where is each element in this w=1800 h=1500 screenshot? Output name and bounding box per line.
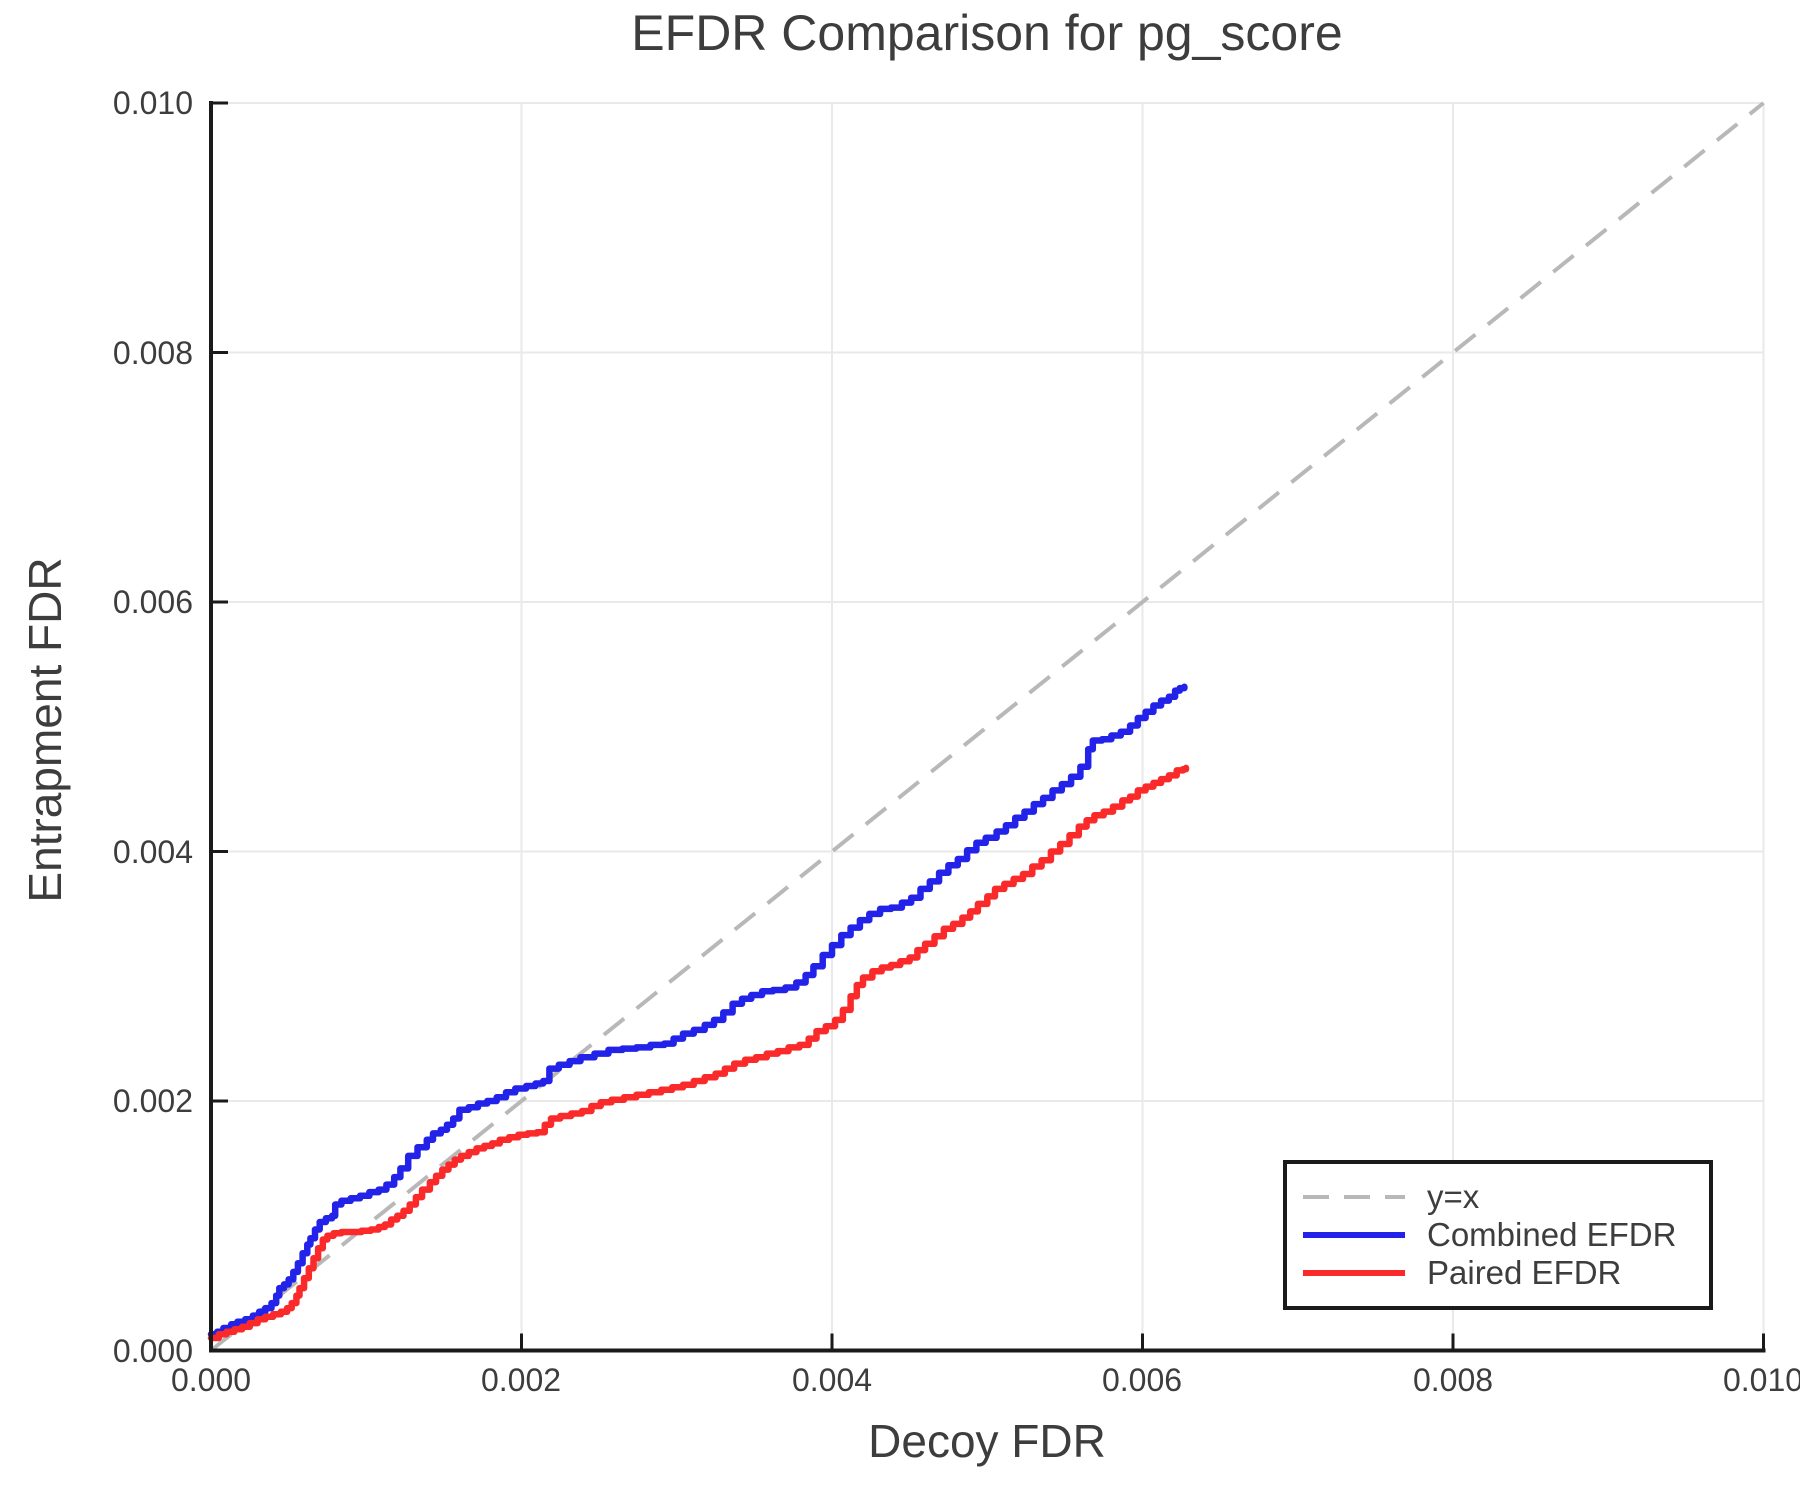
x-tick-label-2: 0.004: [791, 1362, 873, 1398]
legend-label-combined: Combined EFDR: [1427, 1216, 1677, 1253]
legend: y=x Combined EFDR Paired EFDR: [1283, 1160, 1713, 1310]
x-axis-label: Decoy FDR: [868, 1415, 1106, 1467]
legend-label-identity: y=x: [1427, 1178, 1480, 1215]
combined-line-sample-icon: [1303, 1232, 1405, 1238]
y-tick-label-5: 0.010: [112, 85, 193, 121]
paired-line-sample-icon: [1303, 1270, 1405, 1276]
identity-line-sample-icon: [1303, 1195, 1405, 1199]
x-tick-label-1: 0.002: [480, 1362, 562, 1398]
x-tick-label-3: 0.006: [1101, 1362, 1183, 1398]
x-tick-label-4: 0.008: [1412, 1362, 1494, 1398]
y-axis-label: Entrapment FDR: [19, 557, 71, 903]
legend-row-identity: y=x: [1301, 1178, 1709, 1216]
legend-label-paired: Paired EFDR: [1427, 1254, 1622, 1291]
legend-row-paired: Paired EFDR: [1301, 1254, 1709, 1292]
y-tick-label-3: 0.006: [112, 584, 193, 620]
x-tick-label-0: 0.000: [170, 1362, 252, 1398]
legend-row-combined: Combined EFDR: [1301, 1216, 1709, 1254]
y-tick-label-0: 0.000: [112, 1333, 193, 1369]
y-tick-label-2: 0.004: [112, 834, 193, 870]
y-tick-label-1: 0.002: [112, 1083, 193, 1119]
chart-title: EFDR Comparison for pg_score: [631, 5, 1343, 61]
x-tick-label-5: 0.010: [1722, 1362, 1800, 1398]
y-tick-label-4: 0.008: [112, 335, 193, 371]
